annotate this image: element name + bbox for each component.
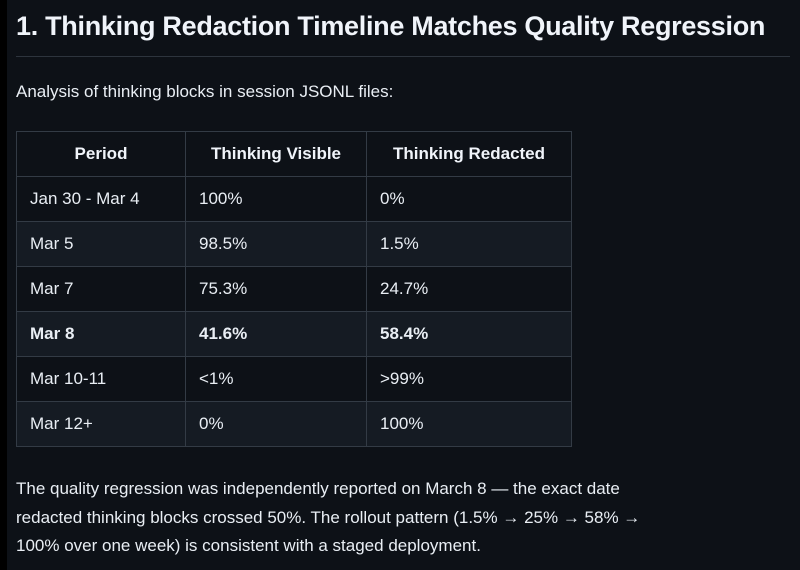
conclusion-text: The quality regression was independently… xyxy=(16,479,641,555)
cell-visible: 100% xyxy=(185,176,367,222)
data-table: Period Thinking Visible Thinking Redacted … xyxy=(16,131,572,447)
cell-redacted: 58.4% xyxy=(366,311,572,357)
column-header: Period xyxy=(16,131,186,177)
table-row: Mar 8 41.6% 58.4% xyxy=(16,311,572,357)
table-row: Mar 12+ 0% 100% xyxy=(16,401,572,447)
column-header: Thinking Redacted xyxy=(366,131,572,177)
table-row: Mar 7 75.3% 24.7% xyxy=(16,266,572,312)
intro-text: Analysis of thinking blocks in session J… xyxy=(16,82,394,101)
column-header: Thinking Visible xyxy=(185,131,367,177)
table-row: Mar 5 98.5% 1.5% xyxy=(16,221,572,267)
cell-period: Mar 7 xyxy=(16,266,186,312)
table-row: Jan 30 - Mar 4 100% 0% xyxy=(16,176,572,222)
cell-period: Mar 8 xyxy=(16,311,186,357)
table-row: Mar 10-11 <1% >99% xyxy=(16,356,572,402)
cell-visible: 98.5% xyxy=(185,221,367,267)
cell-redacted: 0% xyxy=(366,176,572,222)
cell-visible: 75.3% xyxy=(185,266,367,312)
cell-period: Mar 12+ xyxy=(16,401,186,447)
cell-period: Jan 30 - Mar 4 xyxy=(16,176,186,222)
cell-period: Mar 5 xyxy=(16,221,186,267)
table-header-row: Period Thinking Visible Thinking Redacted xyxy=(16,131,572,177)
cell-period: Mar 10-11 xyxy=(16,356,186,402)
cell-redacted: 24.7% xyxy=(366,266,572,312)
cell-visible: 41.6% xyxy=(185,311,367,357)
cell-redacted: >99% xyxy=(366,356,572,402)
document-page: 1. Thinking Redaction Timeline Matches Q… xyxy=(7,0,800,570)
cell-redacted: 1.5% xyxy=(366,221,572,267)
cell-redacted: 100% xyxy=(366,401,572,447)
cell-visible: <1% xyxy=(185,356,367,402)
page-title: 1. Thinking Redaction Timeline Matches Q… xyxy=(16,6,790,57)
cell-visible: 0% xyxy=(185,401,367,447)
